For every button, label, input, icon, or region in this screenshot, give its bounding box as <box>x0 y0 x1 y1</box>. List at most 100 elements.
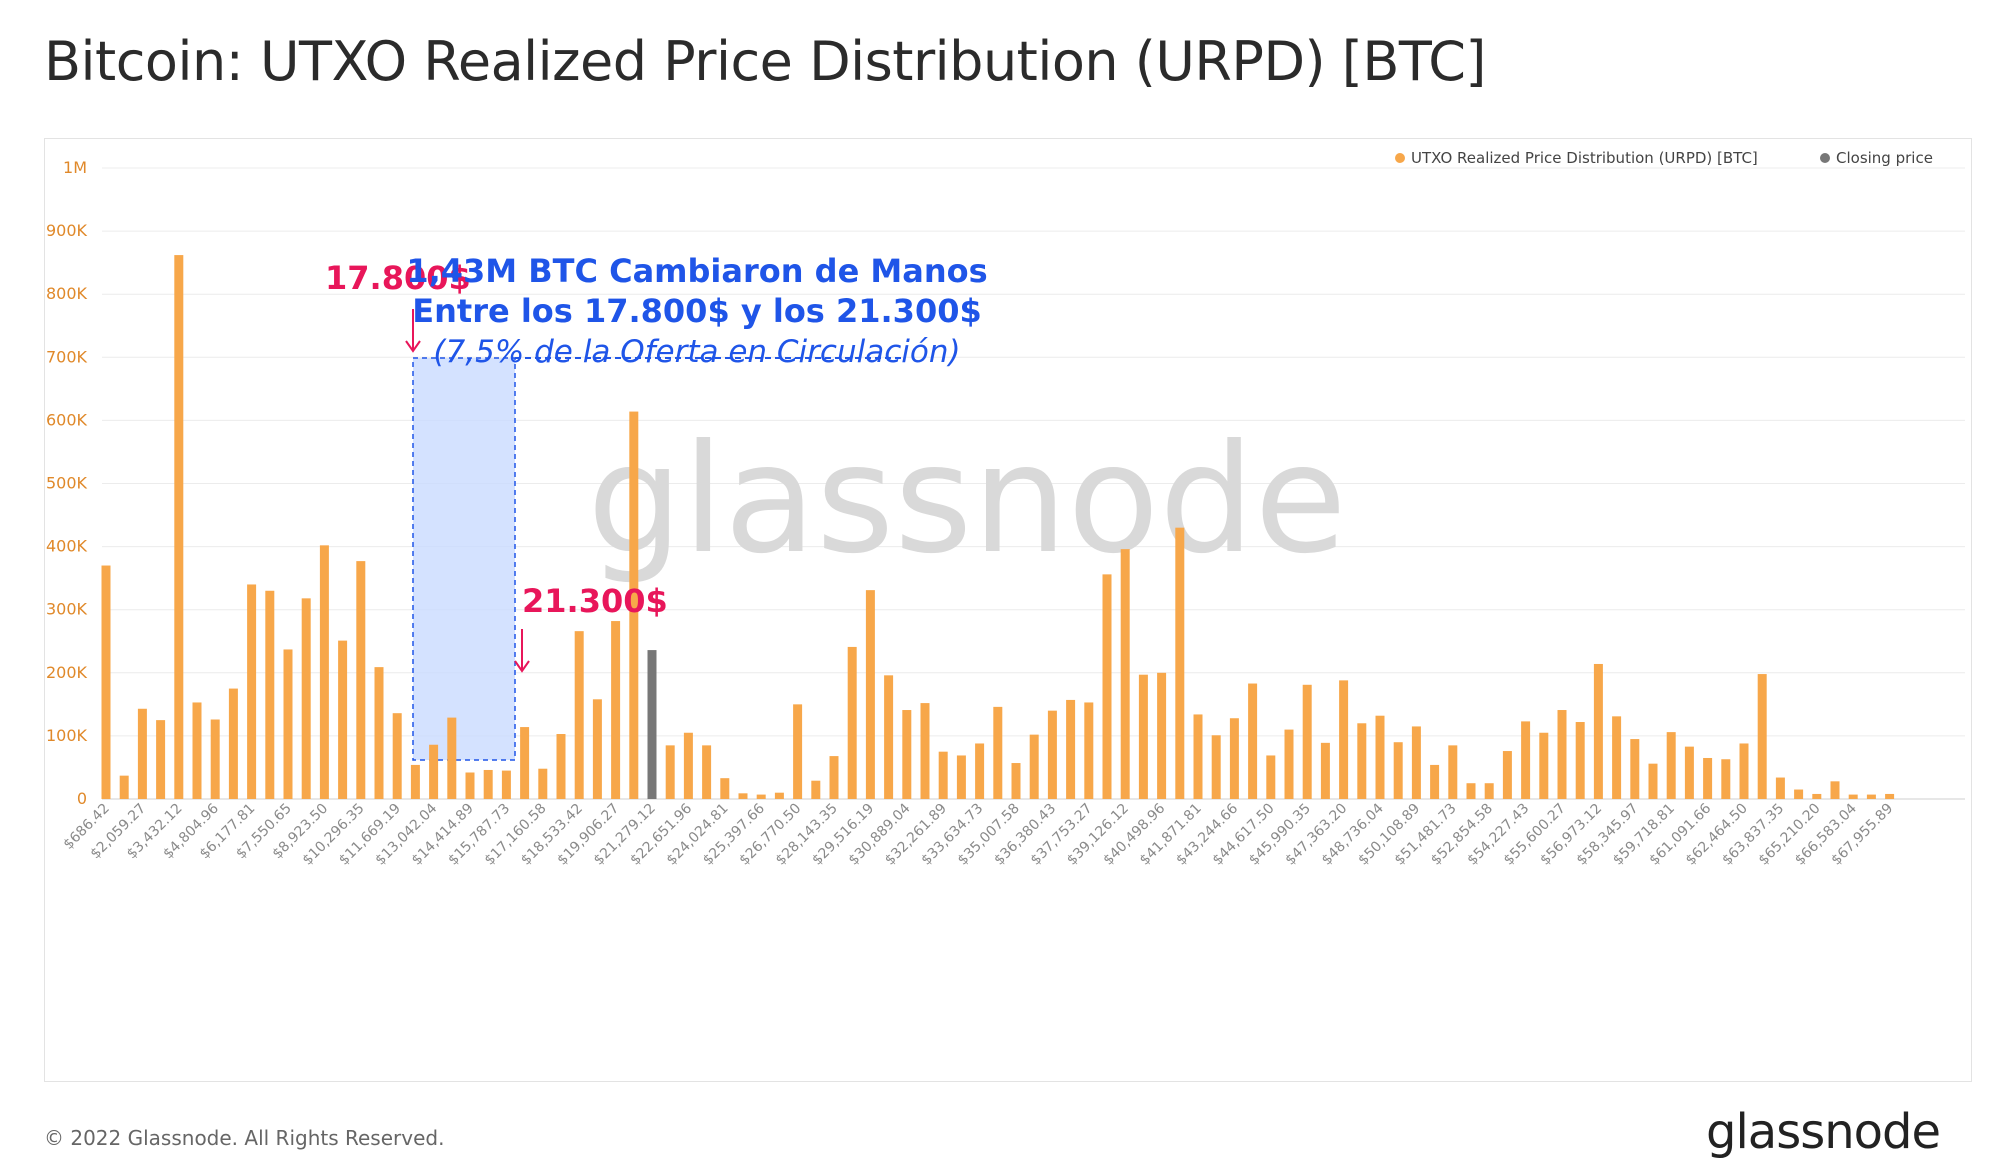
urpd-bar <box>720 778 730 799</box>
urpd-bar <box>1011 763 1021 799</box>
y-tick-label: 300K <box>46 600 88 619</box>
y-tick-label: 800K <box>46 284 88 303</box>
annotation-headline-line1: 1,43M BTC Cambiaron de Manos <box>406 252 987 290</box>
urpd-bar <box>1102 574 1112 799</box>
highlight-region <box>412 357 516 761</box>
annotation-left-arrow-head <box>405 340 421 353</box>
y-tick-label: 1M <box>63 158 87 177</box>
urpd-bar <box>738 793 748 799</box>
urpd-bar <box>1866 794 1876 799</box>
urpd-bar <box>556 734 566 799</box>
urpd-bar <box>1812 793 1822 799</box>
urpd-bar <box>1885 793 1895 799</box>
urpd-bar <box>265 590 275 799</box>
y-tick-label: 900K <box>46 221 88 240</box>
urpd-bar <box>1357 723 1367 799</box>
urpd-bar <box>501 770 511 799</box>
urpd-bar <box>956 755 966 799</box>
urpd-bar <box>1502 751 1512 799</box>
page-title: Bitcoin: UTXO Realized Price Distributio… <box>44 30 1486 93</box>
urpd-bar <box>975 743 985 799</box>
urpd-bar <box>465 772 475 799</box>
urpd-bar <box>920 703 930 799</box>
urpd-bar <box>1521 721 1531 799</box>
urpd-bar <box>1430 764 1440 799</box>
urpd-bar <box>1666 732 1676 799</box>
y-tick-label: 600K <box>46 410 88 429</box>
urpd-bar <box>1211 735 1221 799</box>
urpd-bar <box>774 792 784 799</box>
urpd-bar <box>1684 746 1694 799</box>
urpd-bar <box>993 706 1003 799</box>
y-axis-ticks: 0 100K 200K 300K 400K 500K 600K 700K 800K 900K 1M <box>46 158 88 808</box>
urpd-bar <box>247 584 257 799</box>
urpd-bar <box>210 719 220 799</box>
urpd-bar <box>1648 763 1658 799</box>
urpd-bar <box>1630 739 1640 799</box>
urpd-bar <box>1757 674 1767 799</box>
urpd-bar <box>683 732 693 799</box>
urpd-bar <box>1284 729 1294 799</box>
annotations: 17.800$ 21.300$ 1,43M BTC Cambiaron de M… <box>325 252 988 673</box>
urpd-bar <box>1029 734 1039 799</box>
legend-label-closing: Closing price <box>1836 149 1933 167</box>
urpd-bar <box>1393 742 1403 799</box>
urpd-bar <box>1575 722 1585 799</box>
urpd-bar <box>829 756 839 799</box>
urpd-bar <box>1138 674 1148 799</box>
urpd-bar <box>1248 683 1258 799</box>
urpd-bar <box>665 745 675 799</box>
urpd-bar <box>1339 680 1349 799</box>
urpd-bar <box>756 794 766 799</box>
urpd-bar <box>483 769 493 799</box>
urpd-bar <box>1229 718 1239 799</box>
urpd-bar <box>884 675 894 799</box>
annotation-headline-line2: Entre los 17.800$ y los 21.300$ <box>412 292 981 330</box>
urpd-bar <box>793 704 803 799</box>
urpd-bar <box>520 727 530 799</box>
closing-price-bar <box>647 650 657 799</box>
urpd-bar <box>1484 783 1494 799</box>
urpd-bar <box>1721 759 1731 799</box>
annotation-right-arrow-head <box>514 660 530 673</box>
urpd-bar-chart: 0100K200K300K400K500K600K700K800K900K1M … <box>46 149 1965 869</box>
urpd-bar <box>902 710 912 799</box>
urpd-bar <box>101 565 111 799</box>
urpd-bar <box>1175 527 1185 799</box>
urpd-bar <box>1557 710 1567 799</box>
annotation-right-price: 21.300$ <box>522 582 668 620</box>
urpd-bar <box>410 764 420 799</box>
y-tick-label: 700K <box>46 347 88 366</box>
urpd-bar <box>1539 732 1549 799</box>
urpd-bar <box>629 411 639 799</box>
y-tick-label: 400K <box>46 537 88 556</box>
urpd-bar <box>702 745 712 799</box>
urpd-bar <box>447 717 457 799</box>
urpd-bar <box>228 688 238 799</box>
urpd-bar <box>1466 783 1476 799</box>
urpd-bar <box>592 699 602 799</box>
urpd-bar <box>374 667 384 799</box>
urpd-bar <box>1266 755 1276 799</box>
urpd-bar <box>156 720 166 799</box>
legend-swatch-closing <box>1820 153 1830 163</box>
glassnode-logo: glassnode <box>1705 1104 1941 1160</box>
urpd-bar <box>1612 716 1622 799</box>
urpd-bar <box>938 751 948 799</box>
urpd-bar <box>1703 757 1713 799</box>
annotation-left-price: 17.800$ <box>325 259 471 297</box>
annotation-headline-line3: (7,5% de la Oferta en Circulación) <box>433 334 960 370</box>
urpd-bar <box>1448 745 1458 799</box>
urpd-bar <box>174 255 184 799</box>
urpd-bar <box>392 713 402 799</box>
y-tick-label: 0 <box>77 789 87 808</box>
urpd-bar <box>338 640 348 799</box>
urpd-bar <box>319 545 329 799</box>
urpd-bar <box>1739 743 1749 799</box>
y-tick-label: 200K <box>46 663 88 682</box>
urpd-bar <box>1830 781 1840 799</box>
urpd-bar <box>1193 714 1203 799</box>
urpd-bar <box>1848 794 1858 799</box>
urpd-bar <box>538 768 548 799</box>
urpd-bar <box>192 702 202 799</box>
